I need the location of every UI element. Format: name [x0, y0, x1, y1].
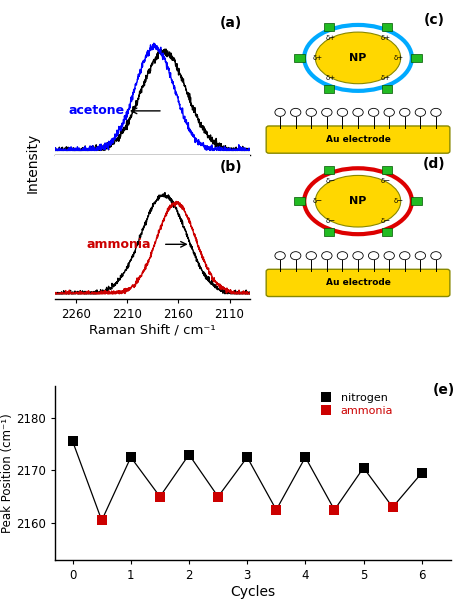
Text: (a): (a)	[219, 16, 242, 30]
Point	[272, 505, 280, 515]
Point	[301, 452, 308, 462]
Text: δ−: δ−	[325, 219, 335, 225]
Bar	[381, 85, 392, 93]
Text: δ+: δ+	[380, 75, 390, 81]
Text: Au electrode: Au electrode	[325, 135, 390, 144]
Bar	[323, 228, 333, 236]
Point	[214, 492, 221, 501]
Point	[185, 450, 192, 459]
Text: δ−: δ−	[380, 219, 390, 225]
Y-axis label: Intensity: Intensity	[26, 132, 39, 193]
Text: (d): (d)	[422, 157, 444, 171]
Point	[69, 436, 76, 446]
Point	[127, 452, 134, 462]
Point	[243, 452, 250, 462]
Bar	[410, 54, 421, 62]
Text: NP: NP	[348, 196, 366, 206]
Bar	[323, 23, 333, 31]
Text: (c): (c)	[423, 13, 444, 28]
Point	[330, 505, 337, 515]
X-axis label: Raman Shift / cm⁻¹: Raman Shift / cm⁻¹	[89, 323, 215, 337]
Bar	[381, 23, 392, 31]
X-axis label: Cycles: Cycles	[230, 585, 275, 598]
Text: NP: NP	[348, 53, 366, 63]
Text: δ+: δ+	[325, 35, 335, 41]
Text: δ+: δ+	[312, 55, 322, 61]
Ellipse shape	[315, 175, 400, 227]
Text: (b): (b)	[219, 160, 242, 173]
Point	[388, 503, 396, 512]
Bar	[323, 166, 333, 174]
Text: Au electrode: Au electrode	[325, 278, 390, 287]
Text: (e): (e)	[431, 383, 454, 397]
Text: δ+: δ+	[325, 75, 335, 81]
Point	[156, 492, 163, 501]
Point	[417, 468, 425, 478]
Ellipse shape	[315, 32, 400, 84]
Point	[98, 515, 105, 525]
FancyBboxPatch shape	[266, 126, 449, 153]
FancyBboxPatch shape	[266, 269, 449, 297]
Y-axis label: Peak Position (cm⁻¹): Peak Position (cm⁻¹)	[0, 413, 13, 533]
Bar	[381, 166, 392, 174]
Text: acetone: acetone	[68, 104, 124, 117]
Bar	[294, 54, 304, 62]
Legend: nitrogen, ammonia: nitrogen, ammonia	[310, 388, 397, 420]
Text: δ−: δ−	[312, 198, 322, 204]
Text: δ−: δ−	[325, 178, 335, 184]
Bar	[294, 197, 304, 205]
Bar	[323, 85, 333, 93]
Text: δ−: δ−	[393, 198, 403, 204]
Bar	[381, 228, 392, 236]
Text: δ−: δ−	[380, 178, 390, 184]
Bar	[410, 197, 421, 205]
Point	[359, 463, 366, 473]
Text: δ+: δ+	[393, 55, 403, 61]
Text: δ+: δ+	[380, 35, 390, 41]
Text: ammonia: ammonia	[86, 238, 151, 251]
